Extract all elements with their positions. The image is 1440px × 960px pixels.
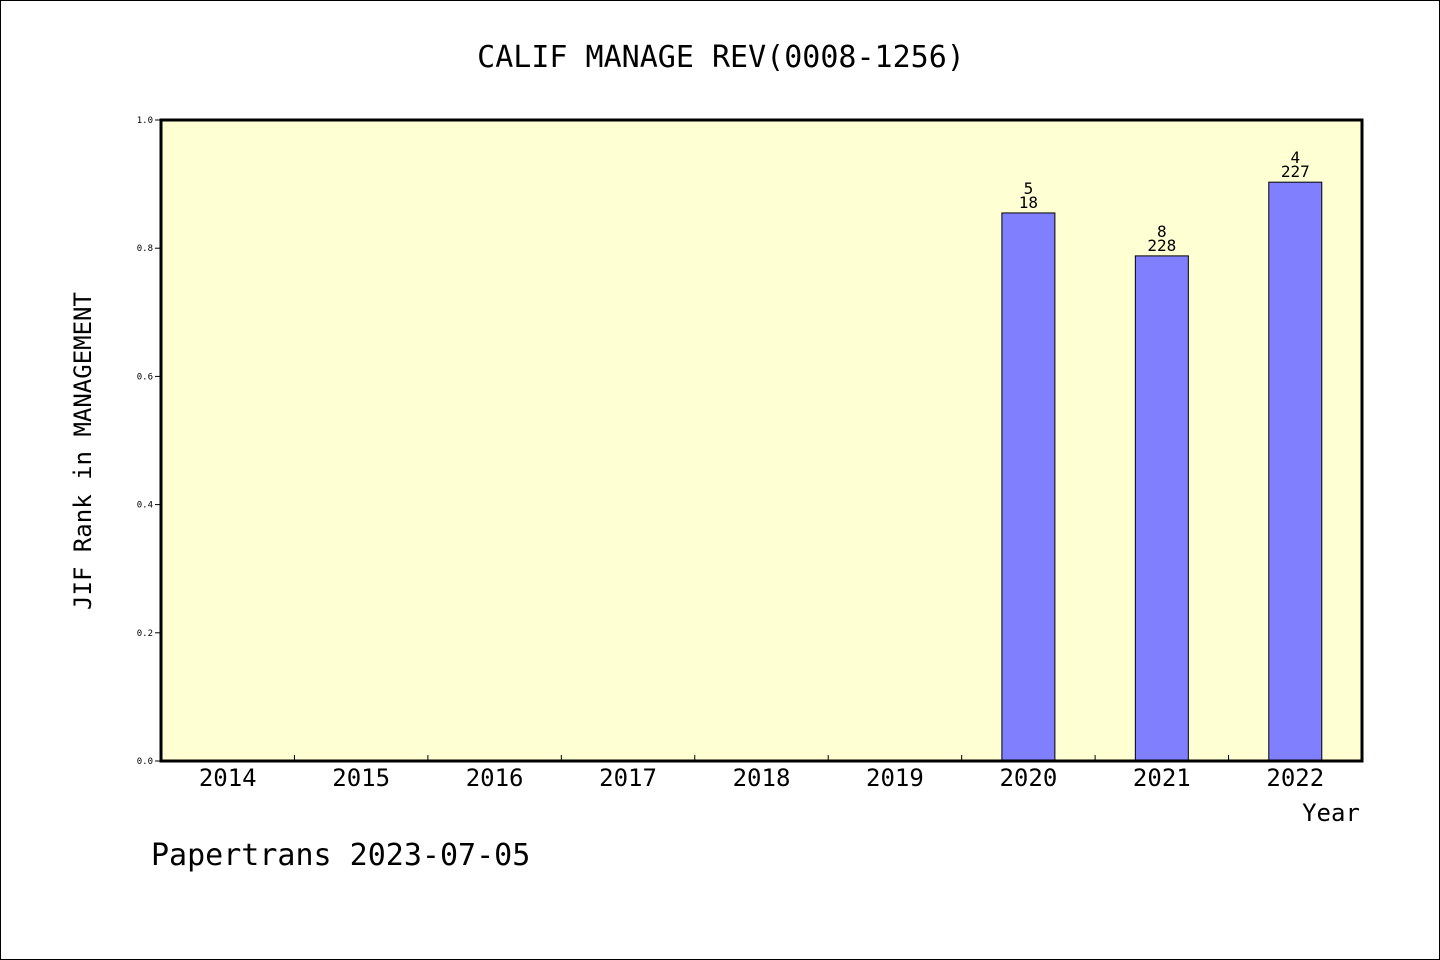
bar-label-top: 5	[1024, 179, 1034, 198]
chart-title: CALIF MANAGE REV(0008-1256)	[477, 40, 965, 75]
x-tick-label: 2017	[599, 764, 657, 792]
x-tick-label: 2022	[1266, 764, 1324, 792]
y-tick-label: 0.0	[137, 757, 153, 767]
y-tick-label: 0.6	[137, 372, 153, 382]
x-tick-label: 2016	[466, 764, 524, 792]
y-tick-label: 1.0	[137, 116, 153, 126]
bar-label-top: 4	[1290, 148, 1300, 167]
bar-label-bottom: 18	[1019, 193, 1038, 212]
bar-label-bottom: 227	[1281, 162, 1310, 181]
x-tick-label: 2020	[999, 764, 1057, 792]
bar-2021	[1134, 255, 1189, 762]
bar-2020	[1001, 212, 1056, 762]
x-tick-label: 2018	[733, 764, 791, 792]
bar-2022	[1268, 181, 1323, 762]
y-tick-label: 0.4	[137, 501, 153, 511]
y-tick-label: 0.2	[137, 629, 153, 639]
bar-label-top: 8	[1157, 222, 1167, 241]
x-tick-label: 2014	[199, 764, 257, 792]
footer-text: Papertrans 2023-07-05	[151, 838, 530, 873]
bar-label-bottom: 228	[1147, 236, 1176, 255]
y-axis-label: JIF Rank in MANAGEMENT	[69, 292, 97, 610]
x-tick-label: 2015	[332, 764, 390, 792]
plot-border	[159, 118, 1364, 763]
y-tick-label: 0.8	[137, 244, 153, 254]
x-tick-label: 2021	[1133, 764, 1191, 792]
x-tick-label: 2019	[866, 764, 924, 792]
x-axis-label: Year	[1302, 799, 1360, 827]
